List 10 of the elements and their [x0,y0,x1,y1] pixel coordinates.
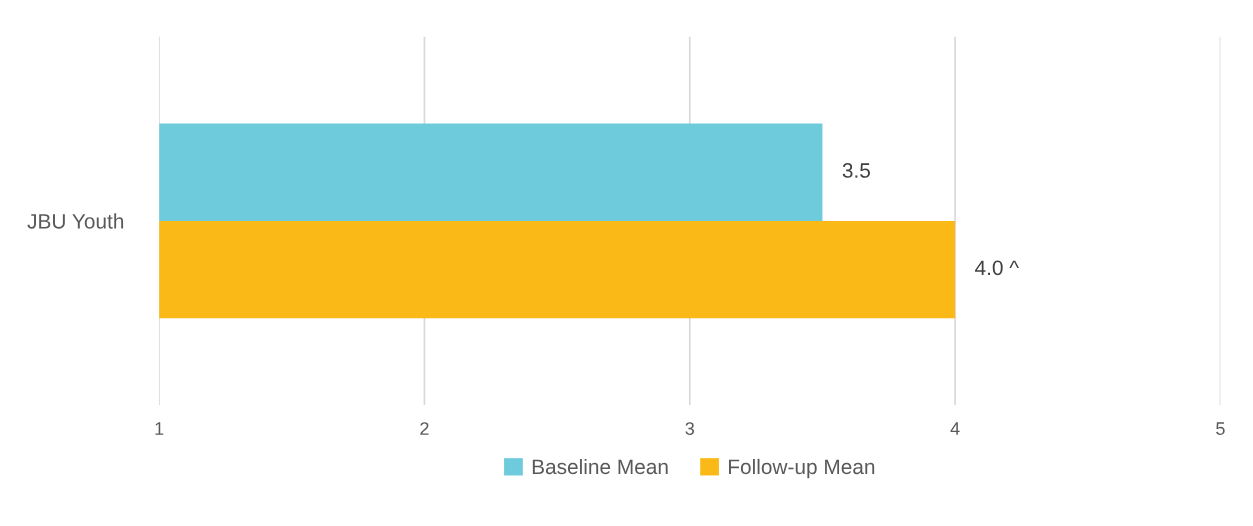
legend-label: Follow-up Mean [729,458,875,479]
x-tick-label: 4 [950,422,960,435]
y-tick-label: JBU Youth [27,213,124,229]
legend-label: Baseline Mean [532,458,668,475]
x-tick-label: 1 [155,422,164,435]
data-label: 4.0 ^ [975,260,1019,276]
x-tick-label: 3 [685,422,694,435]
x-tick-label: 2 [420,422,429,435]
data-label: 3.5 [842,163,870,178]
x-tick-label: 5 [1216,422,1225,435]
